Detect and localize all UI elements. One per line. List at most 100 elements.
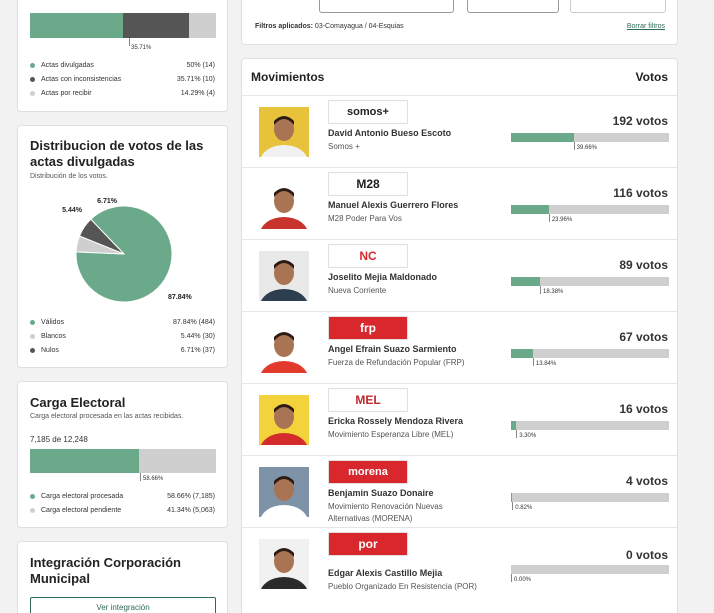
candidate-photo — [259, 323, 309, 373]
party-logo: MEL — [328, 388, 408, 412]
candidate-pct-label: 23.96% — [551, 217, 573, 223]
carga-count: 7,185 de 12,248 — [30, 435, 88, 444]
movimientos-card: Movimientos Votos somos+ David Antonio Bu… — [241, 58, 678, 613]
pie-label-blancos: 5.44% — [62, 207, 83, 214]
carga-progress-bar — [30, 449, 216, 473]
candidate-name: Manuel Alexis Guerrero Flores — [328, 200, 459, 210]
candidate-row: morena Benjamin Suazo Donaire Movimiento R… — [242, 455, 677, 527]
filter-select-1[interactable] — [319, 0, 454, 13]
legend-actas-divulgadas: Actas divulgadas 50% (14) — [30, 62, 215, 69]
candidate-photo-icon — [259, 107, 309, 157]
candidate-pct-marker — [516, 430, 518, 438]
photo-shirt — [261, 505, 307, 517]
legend-label: Nulos — [41, 347, 59, 354]
photo-hair — [274, 548, 294, 557]
candidate-photo-icon — [259, 467, 309, 517]
candidate-pct-marker — [512, 502, 514, 510]
legend-dot — [30, 63, 35, 68]
party-logo: M28 — [328, 172, 408, 196]
candidate-photo-icon — [259, 179, 309, 229]
integracion-title: Integración Corporación Municipal — [30, 555, 181, 586]
candidate-name: Angel Efrain Suazo Sarmiento — [328, 344, 457, 354]
integracion-card: Integración Corporación Municipal Ver in… — [17, 541, 228, 613]
carga-pct-label: 58.66% — [143, 476, 164, 482]
candidate-vote-bar-fill — [511, 133, 574, 142]
photo-shirt — [261, 577, 307, 589]
votes-pie-chart: 87.84% 5.44% 6.71% — [62, 198, 193, 303]
candidate-photo — [259, 539, 309, 589]
candidate-pct-label: 13.84% — [535, 361, 557, 367]
carga-progress-fill — [30, 449, 140, 473]
actas-divulgadas-segment — [30, 13, 123, 38]
candidate-party: Somos + — [328, 142, 360, 151]
photo-face — [274, 117, 294, 141]
party-logo-text: frp — [360, 321, 376, 335]
photo-hair — [274, 116, 294, 125]
photo-hair — [274, 332, 294, 341]
candidate-photo — [259, 251, 309, 301]
legend-blancos: Blancos 5.44% (30) — [30, 333, 215, 340]
actas-card: 35.71% Actas divulgadas 50% (14) Actas c… — [17, 0, 228, 112]
candidate-row: somos+ David Antonio Bueso Escoto Somos + 1… — [242, 95, 677, 167]
candidate-vote-bar — [511, 205, 669, 214]
candidate-row: M28 Manuel Alexis Guerrero Flores M28 Pode… — [242, 167, 677, 239]
actas-por-recibir-segment — [189, 13, 216, 38]
candidate-row: NC Joselito Mejia Maldonado Nueva Corrient… — [242, 239, 677, 311]
candidate-photo — [259, 467, 309, 517]
pie-slice-nulos — [78, 218, 125, 255]
candidate-photo-icon — [259, 251, 309, 301]
legend-label: Carga electoral procesada — [41, 493, 124, 500]
legend-dot — [30, 91, 35, 96]
candidate-vote-bar — [511, 493, 669, 502]
candidate-vote-bar-fill — [511, 493, 513, 502]
legend-value: 41.34% (5,063) — [167, 507, 215, 514]
legend-dot — [30, 494, 35, 499]
candidate-name: Joselito Mejia Maldonado — [328, 272, 438, 282]
candidate-party: Movimiento Esperanza Libre (MEL) — [328, 430, 454, 439]
candidate-pct-label: 18.38% — [543, 289, 564, 295]
carga-electoral-card: Carga Electoral Carga electoral procesad… — [17, 381, 228, 528]
candidate-pct-marker — [540, 286, 542, 294]
candidate-pct-label: 39.66% — [576, 145, 598, 151]
candidate-votes: 0 votos — [625, 548, 668, 562]
pie-label-validos: 87.84% — [168, 294, 193, 301]
legend-label: Actas divulgadas — [41, 62, 94, 69]
legend-carga-pendiente: Carga electoral pendiente 41.34% (5,063) — [30, 507, 215, 514]
photo-hair — [274, 404, 294, 413]
filters-label: Filtros aplicados: — [255, 23, 313, 30]
candidate-photo — [259, 179, 309, 229]
candidate-vote-bar — [511, 277, 669, 286]
movimientos-title: Movimientos — [251, 70, 325, 84]
candidate-row: frp Angel Efrain Suazo Sarmiento Fuerza de… — [242, 311, 677, 383]
legend-value: 6.71% (37) — [180, 347, 215, 354]
candidate-votes: 4 votos — [625, 474, 668, 488]
candidate-party: Pueblo Organizado En Resistencia (POR) — [328, 582, 477, 591]
filter-select-2[interactable] — [467, 0, 559, 13]
carga-title: Carga Electoral — [30, 395, 126, 410]
photo-shirt — [261, 433, 307, 445]
carga-marker — [140, 473, 141, 481]
candidate-votes: 89 votos — [619, 258, 668, 272]
borrar-filtros-link[interactable]: Borrar filtros — [626, 23, 665, 30]
candidate-photo-icon — [259, 395, 309, 445]
party-logo-text: por — [358, 537, 378, 551]
legend-label: Válidos — [41, 319, 64, 326]
legend-dot — [30, 348, 35, 353]
photo-face — [274, 333, 294, 357]
candidate-name: Ericka Rossely Mendoza Rivera — [328, 416, 464, 426]
photo-face — [274, 261, 294, 285]
candidate-name: Benjamin Suazo Donaire — [328, 488, 434, 498]
party-logo-text: M28 — [356, 177, 380, 191]
photo-shirt — [261, 217, 307, 229]
legend-label: Actas con inconsistencias — [41, 76, 122, 83]
legend-value: 5.44% (30) — [180, 333, 215, 340]
legend-validos: Válidos 87.84% (484) — [30, 319, 215, 326]
ver-integracion-button[interactable]: Ver integración — [30, 597, 216, 613]
filter-select-3[interactable] — [570, 0, 666, 13]
candidate-photo-icon — [259, 539, 309, 589]
legend-value: 58.66% (7,185) — [167, 493, 215, 500]
legend-actas-por-recibir: Actas por recibir 14.29% (4) — [30, 90, 215, 97]
actas-marker — [129, 38, 130, 46]
actas-progress-bar — [30, 13, 216, 38]
